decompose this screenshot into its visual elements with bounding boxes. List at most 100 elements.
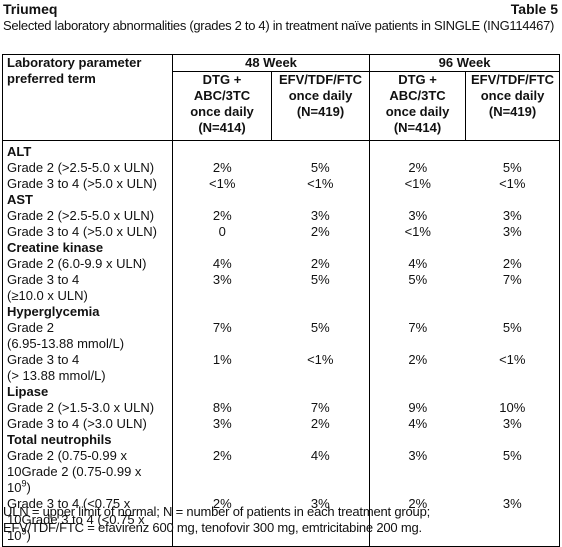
empty-cell <box>466 304 560 320</box>
column-header: DTG + ABC/3TC once daily (N=414) <box>172 71 272 141</box>
value-cell: 2% <box>310 256 330 271</box>
section-row: ALT <box>2 140 560 160</box>
column-header-line: DTG + <box>202 72 242 87</box>
empty-cell <box>172 140 272 160</box>
section-label: AST <box>2 192 173 208</box>
empty-cell <box>272 432 370 448</box>
value-cell: 7% <box>310 400 330 415</box>
data-row: Grade 2 (0.75-0.99 x 10Grade 2 (0.75-0.9… <box>2 448 560 496</box>
row-label-line: Grade 2 (0.75-0.99 x 10Grade 2 (0.75-0.9… <box>7 448 142 495</box>
value-cell: 2% <box>172 448 272 496</box>
empty-cell <box>369 432 466 448</box>
empty-cell <box>466 432 560 448</box>
column-header-line: (N=414) <box>198 120 246 135</box>
row-label-line: Grade 3 to 4 (>3.0 ULN) <box>7 416 147 431</box>
section-row: Hyperglycemia <box>2 304 560 320</box>
column-header-line: once daily <box>190 104 254 119</box>
footnotes: ULN = upper limit of normal; N = number … <box>3 504 430 536</box>
value-cell: 9% <box>369 400 466 416</box>
value-cell: 3% <box>502 224 522 239</box>
value-cell: <1% <box>307 352 334 367</box>
section-label: Hyperglycemia <box>2 304 173 320</box>
subtitle: Selected laboratory abnormalities (grade… <box>3 18 555 33</box>
row-label: Grade 3 to 4 (>5.0 x ULN) <box>2 224 173 240</box>
section-row: Creatine kinase <box>2 240 560 256</box>
row-label-tail: ) <box>26 528 31 543</box>
group-header: 96 Week <box>369 54 561 72</box>
section-label: Creatine kinase <box>2 240 173 256</box>
empty-cell <box>172 192 272 208</box>
value-cell: 5% <box>502 160 522 175</box>
value-cell: 5% <box>310 272 330 287</box>
value-cell: 4% <box>172 256 272 272</box>
empty-cell <box>172 304 272 320</box>
data-row: Grade 2 (>2.5-5.0 x ULN) 2% 5% 2% 5% <box>2 160 560 176</box>
value-cell: 4% <box>310 448 330 463</box>
empty-cell <box>369 192 466 208</box>
row-label: Grade 2 (6.0-9.9 x ULN) <box>2 256 173 272</box>
column-header-line: (N=414) <box>393 120 442 135</box>
column-header-line: (N=419) <box>488 104 537 119</box>
data-row: Grade 3 to 4 (>3.0 ULN) 3% 2% 4% 3% <box>2 416 560 432</box>
value-cell: 7% <box>369 320 466 352</box>
data-row: Grade 3 to 4 (<0.75 x 10Grade 3 to 4 (<0… <box>2 496 560 547</box>
column-header-line: ABC/3TC <box>389 88 446 103</box>
column-header-line: DTG + <box>398 72 437 87</box>
row-label-line: (6.95-13.88 mmol/L) <box>7 336 125 351</box>
row-label: Grade 2 (>2.5-5.0 x ULN) <box>2 160 173 176</box>
row-label-sup: 9 <box>21 526 27 537</box>
value-cell: 5% <box>310 320 330 335</box>
header-row: DTG + ABC/3TC once daily (N=414) EFV/TDF/FTC… <box>3 71 561 141</box>
row-label: Grade 3 to 4 (<0.75 x 10Grade 3 to 4 (<0… <box>2 496 173 547</box>
empty-cell <box>172 384 272 400</box>
column-header-line: EFV/TDF/FTC <box>471 72 555 87</box>
corner-line: preferred term <box>7 71 96 86</box>
data-row: Grade 2 (>1.5-3.0 x ULN) 8% 7% 9% 10% <box>2 400 560 416</box>
value-cell: <1% <box>307 176 334 191</box>
value-cell: 7% <box>172 320 272 352</box>
value-cell: 3% <box>502 208 522 223</box>
section-row: Total neutrophils <box>2 432 560 448</box>
data-row: Grade 3 to 4 (>5.0 x ULN) 0 2% <1% 3% <box>2 224 560 240</box>
value-cell: 5% <box>502 320 522 335</box>
empty-cell <box>272 240 370 256</box>
section-label: Total neutrophils <box>2 432 173 448</box>
group-header: 48 Week <box>171 54 371 72</box>
value-cell: 1% <box>172 352 272 384</box>
section-row: Lipase <box>2 384 560 400</box>
row-label-line: (> 13.88 mmol/L) <box>7 368 106 383</box>
row-label-tail: ) <box>26 480 31 495</box>
empty-cell <box>369 304 466 320</box>
row-label-line: Grade 3 to 4 <box>7 272 80 287</box>
value-cell: 2% <box>369 496 466 547</box>
value-cell: <1% <box>499 176 526 191</box>
data-row: Grade 2 (6.0-9.9 x ULN) 4% 2% 4% 2% <box>2 256 560 272</box>
table-head: Laboratory parameter preferred term 48 Wee… <box>2 54 561 141</box>
column-header-line: (N=419) <box>296 104 345 119</box>
value-cell: 3% <box>369 208 466 224</box>
row-label-sup: 9 <box>21 478 27 489</box>
row-label: Grade 2 (>1.5-3.0 x ULN) <box>2 400 173 416</box>
empty-cell <box>369 384 466 400</box>
value-cell: 2% <box>310 224 330 239</box>
footnote: ULN = upper limit of normal; N = number … <box>3 504 431 519</box>
value-cell: <1% <box>172 176 272 192</box>
section-row: AST <box>2 192 560 208</box>
row-label-line: Grade 2 (>1.5-3.0 x ULN) <box>7 400 155 415</box>
empty-cell <box>172 240 272 256</box>
value-cell: 3% <box>502 416 522 431</box>
data-row: Grade 2 (6.95-13.88 mmol/L) 7% 5% 7% 5% <box>2 320 560 352</box>
doc-title: Triumeq <box>3 1 58 17</box>
row-label-line: Grade 3 to 4 (>5.0 x ULN) <box>7 224 157 239</box>
value-cell: 2% <box>172 160 272 176</box>
value-cell: 5% <box>502 448 522 463</box>
value-cell: 2% <box>369 352 466 384</box>
value-cell: 3% <box>310 208 330 223</box>
empty-cell <box>369 240 466 256</box>
value-cell: 3% <box>310 496 330 511</box>
empty-cell <box>272 192 370 208</box>
column-header-line: once daily <box>480 88 545 103</box>
data-row: Grade 3 to 4 (>5.0 x ULN) <1% <1% <1% <1% <box>2 176 560 192</box>
value-cell: 3% <box>369 448 466 496</box>
